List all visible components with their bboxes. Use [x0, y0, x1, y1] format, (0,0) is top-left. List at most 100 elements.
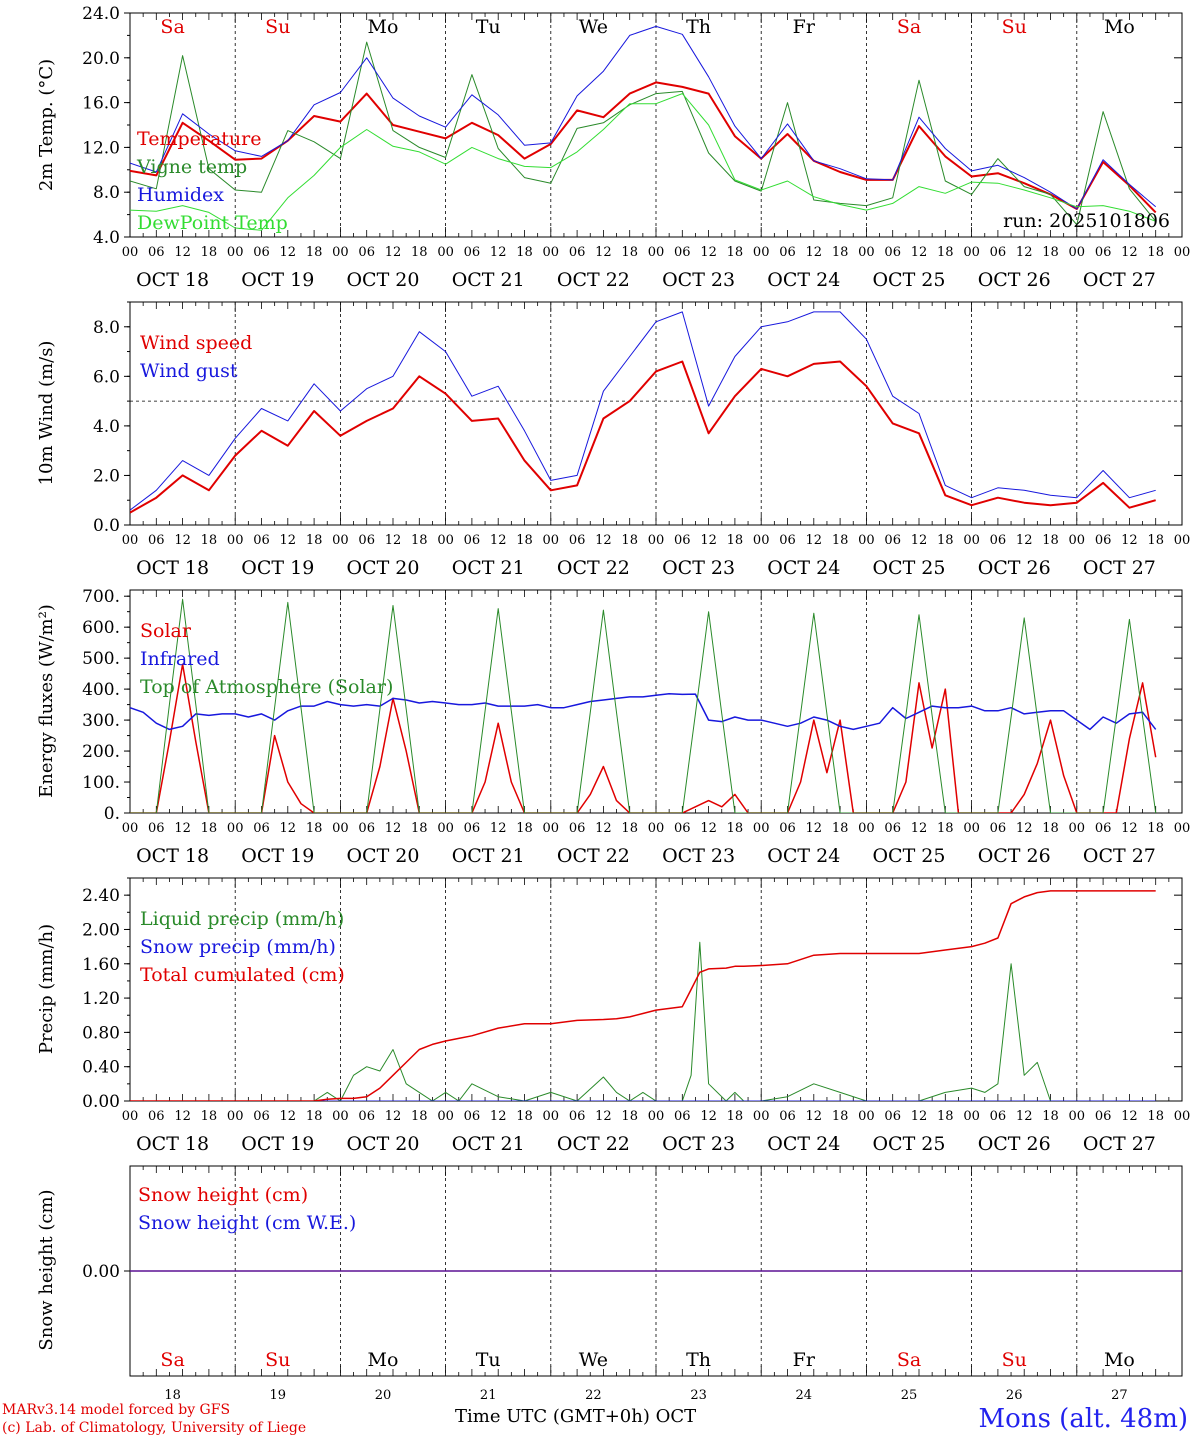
- hour-tick-label: 06: [1095, 245, 1112, 260]
- hour-tick-label: 12: [490, 245, 507, 260]
- y-tick-label: 8.0: [93, 318, 120, 338]
- y-axis-label: Snow height (cm): [36, 1189, 57, 1350]
- date-label: OCT 20: [346, 845, 419, 867]
- hour-tick-label: 12: [280, 533, 297, 548]
- hour-tick-label: 00: [227, 1109, 244, 1124]
- date-label: OCT 21: [452, 1133, 525, 1155]
- hour-tick-label: 06: [358, 821, 375, 836]
- hour-tick-label: 18: [832, 533, 849, 548]
- legend-entry: Temperature: [137, 128, 261, 150]
- legend-entry: Wind gust: [140, 360, 238, 382]
- y-tick-label: 700.: [82, 587, 120, 607]
- hour-tick-label: 18: [516, 533, 533, 548]
- hour-tick-label: 00: [332, 1109, 349, 1124]
- hour-tick-label: 12: [174, 533, 191, 548]
- hour-tick-label: 00: [648, 821, 665, 836]
- hour-tick-label: 18: [1147, 533, 1164, 548]
- hour-tick-label: 00: [963, 533, 980, 548]
- hour-tick-label: 18: [306, 1109, 323, 1124]
- day-number-label: 18: [164, 1388, 181, 1403]
- date-label: OCT 19: [241, 1133, 314, 1155]
- hour-tick-label: 18: [832, 1109, 849, 1124]
- series-line-wind: [130, 311, 1156, 511]
- hour-tick-label: 06: [779, 1109, 796, 1124]
- legend-entry: Humidex: [137, 184, 224, 206]
- hour-tick-label: 12: [700, 821, 717, 836]
- hour-tick-label: 12: [806, 533, 823, 548]
- series-line-precip: [130, 890, 1156, 1101]
- weekday-label: Mo: [368, 16, 399, 38]
- hour-tick-label: 00: [858, 821, 875, 836]
- weekday-label: Sa: [897, 1349, 921, 1371]
- hour-tick-label: 12: [595, 821, 612, 836]
- hour-tick-label: 18: [411, 533, 428, 548]
- y-axis-label: Energy fluxes (W/m²): [36, 604, 57, 798]
- y-tick-label: 20.0: [82, 49, 120, 69]
- hour-tick-label: 12: [911, 1109, 928, 1124]
- series-line-temperature: [130, 41, 1157, 226]
- hour-tick-label: 06: [148, 245, 165, 260]
- hour-tick-label: 00: [1174, 245, 1191, 260]
- hour-tick-label: 12: [385, 245, 402, 260]
- legend-entry: Total cumulated (cm): [140, 964, 345, 986]
- y-tick-label: 12.0: [82, 138, 120, 158]
- hour-tick-label: 00: [437, 821, 454, 836]
- y-tick-label: 6.0: [93, 367, 120, 387]
- y-tick-label: 300.: [82, 711, 120, 731]
- legend-entry: Wind speed: [140, 332, 252, 354]
- weekday-label: Fr: [793, 1349, 816, 1371]
- hour-tick-label: 06: [569, 245, 586, 260]
- date-label: OCT 26: [978, 845, 1051, 867]
- hour-tick-label: 12: [911, 533, 928, 548]
- hour-tick-label: 12: [280, 821, 297, 836]
- hour-tick-label: 18: [411, 245, 428, 260]
- hour-tick-label: 12: [280, 245, 297, 260]
- hour-tick-label: 00: [227, 245, 244, 260]
- date-label: OCT 27: [1083, 557, 1156, 579]
- weekday-label: Tu: [476, 1349, 501, 1371]
- hour-tick-label: 06: [358, 245, 375, 260]
- hour-tick-label: 00: [648, 1109, 665, 1124]
- hour-tick-label: 12: [1121, 1109, 1138, 1124]
- day-number-label: 20: [375, 1388, 392, 1403]
- date-label: OCT 26: [978, 557, 1051, 579]
- hour-tick-label: 18: [621, 245, 638, 260]
- day-number-label: 24: [796, 1388, 813, 1403]
- y-tick-label: 400.: [82, 680, 120, 700]
- y-tick-label: 4.0: [93, 228, 120, 248]
- day-number-label: 23: [690, 1388, 707, 1403]
- y-tick-label: 8.0: [93, 183, 120, 203]
- hour-tick-label: 12: [174, 1109, 191, 1124]
- y-tick-label: 0.00: [82, 1262, 120, 1282]
- date-label: OCT 27: [1083, 269, 1156, 291]
- weekday-label: We: [579, 16, 608, 38]
- legend-entry: Top of Atmosphere (Solar): [140, 676, 393, 698]
- legend-entry: Snow height (cm W.E.): [138, 1212, 356, 1234]
- series-line-temperature: [130, 25, 1157, 210]
- hour-tick-label: 18: [201, 533, 218, 548]
- date-label: OCT 26: [978, 269, 1051, 291]
- date-label: OCT 23: [662, 845, 735, 867]
- hour-tick-label: 06: [884, 245, 901, 260]
- hour-tick-label: 06: [779, 245, 796, 260]
- date-label: OCT 25: [872, 1133, 945, 1155]
- hour-tick-label: 00: [543, 821, 560, 836]
- hour-tick-label: 00: [543, 1109, 560, 1124]
- hour-tick-label: 06: [990, 245, 1007, 260]
- hour-tick-label: 06: [1095, 1109, 1112, 1124]
- date-label: OCT 24: [767, 557, 840, 579]
- hour-tick-label: 06: [1095, 533, 1112, 548]
- hour-tick-label: 18: [1042, 533, 1059, 548]
- hour-tick-label: 06: [674, 533, 691, 548]
- y-tick-label: 2.40: [82, 886, 120, 906]
- hour-tick-label: 18: [306, 821, 323, 836]
- hour-tick-label: 00: [122, 245, 139, 260]
- series-line-precip: [130, 941, 1156, 1101]
- hour-tick-label: 00: [1069, 533, 1086, 548]
- hour-tick-label: 06: [464, 533, 481, 548]
- hour-tick-label: 00: [753, 1109, 770, 1124]
- hour-tick-label: 18: [411, 821, 428, 836]
- hour-tick-label: 00: [332, 245, 349, 260]
- legend-entry: Vigne temp: [136, 156, 247, 178]
- hour-tick-label: 00: [543, 245, 560, 260]
